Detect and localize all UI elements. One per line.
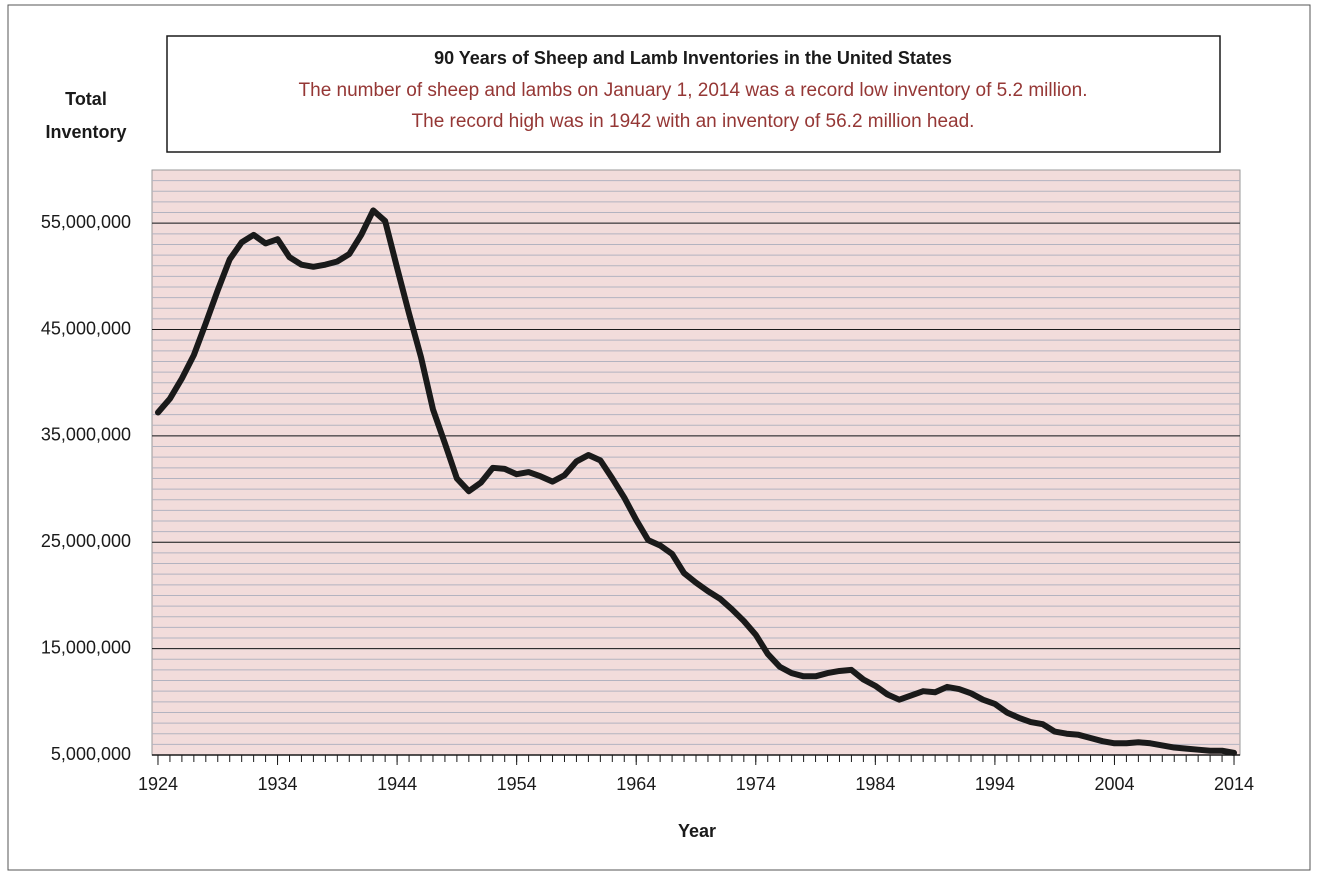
subtitle: The number of sheep and lambs on January…	[299, 80, 1088, 101]
x-tick-label: 1924	[138, 774, 178, 794]
chart-title: 90 Years of Sheep and Lamb Inventories i…	[434, 48, 952, 68]
x-tick-label: 1974	[736, 774, 776, 794]
data-line	[154, 207, 1238, 756]
x-tick-label: 1964	[616, 774, 656, 794]
y-tick-label: 15,000,000	[41, 637, 131, 657]
y-tick-label: 5,000,000	[51, 744, 131, 764]
plot-area	[151, 169, 1241, 756]
y-tick-label: 55,000,000	[41, 212, 131, 232]
y-tick-label: 35,000,000	[41, 425, 131, 445]
x-tick-label: 1994	[975, 774, 1015, 794]
x-tick-label: 1944	[377, 774, 417, 794]
y-tick-label: 25,000,000	[41, 531, 131, 551]
x-tick-label: 2014	[1214, 774, 1254, 794]
x-tick-label: 1984	[855, 774, 895, 794]
x-tick-label: 1934	[258, 774, 298, 794]
title-box	[166, 35, 1221, 153]
x-tick-label: 2004	[1094, 774, 1134, 794]
y-tick-label: 45,000,000	[41, 318, 131, 338]
x-axis-title: Year	[678, 821, 716, 841]
x-tick-label: 1954	[497, 774, 537, 794]
subtitle: The record high was in 1942 with an inve…	[412, 111, 975, 132]
y-axis-title: Inventory	[45, 122, 126, 142]
y-axis-title: Total	[65, 89, 107, 109]
